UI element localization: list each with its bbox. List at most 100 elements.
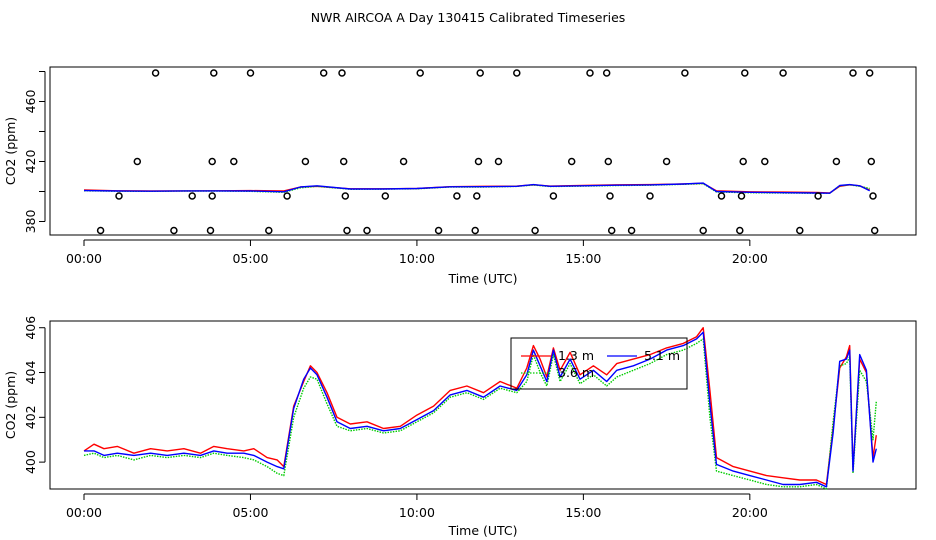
outlier-point: [210, 69, 218, 77]
bot-x-tick-label: 15:00: [565, 505, 601, 520]
top-y-axis: 380 420 460: [23, 71, 46, 234]
bot-x-tick-label: 20:00: [732, 505, 768, 520]
outlier-point: [699, 226, 707, 235]
outlier-point: [513, 69, 521, 77]
outlier-point: [208, 192, 216, 200]
outlier-point: [399, 157, 408, 166]
top-x-tick-label: 15:00: [565, 251, 601, 266]
top-x-axis-label: Time (UTC): [447, 271, 517, 286]
outlier-point: [453, 192, 461, 200]
outlier-point: [230, 157, 238, 166]
outlier-point: [549, 192, 558, 200]
outlier-point: [849, 69, 857, 77]
outlier-point: [471, 226, 479, 235]
outlier-point: [96, 226, 105, 235]
top-series-group: [83, 182, 871, 194]
outlier-point: [646, 192, 654, 200]
outlier-point: [736, 226, 744, 235]
outlier-point: [151, 69, 160, 77]
outlier-point: [319, 69, 328, 77]
outlier-point: [339, 157, 348, 166]
outlier-point: [796, 226, 804, 235]
outlier-point: [832, 157, 841, 166]
bottom-x-axis-label: Time (UTC): [447, 523, 517, 538]
bottom-plot-frame: [49, 320, 917, 490]
top-series-5-1-m: [83, 182, 871, 194]
outlier-point: [341, 192, 350, 200]
outlier-point: [381, 192, 390, 200]
outlier-point: [208, 157, 216, 166]
bot-x-tick-label: 00:00: [66, 505, 102, 520]
bot-series-1-3-m: [83, 327, 877, 486]
top-y-tick-label: 460: [23, 90, 38, 114]
outlier-point: [741, 69, 749, 77]
outlier-point: [814, 192, 822, 200]
outlier-point: [476, 69, 484, 77]
top-panel: 00:00 05:00 10:00 15:00 20:00 380 420 460 Time…: [3, 66, 917, 286]
outlier-point: [115, 192, 123, 200]
outlier-point: [602, 69, 611, 77]
bottom-series-group: [83, 327, 877, 490]
bot-y-tick-label: 402: [23, 405, 38, 429]
outlier-point: [662, 157, 671, 166]
bot-y-tick-label: 404: [23, 361, 38, 385]
top-x-tick-label: 10:00: [399, 251, 435, 266]
outlier-point: [869, 192, 877, 200]
outlier-point: [188, 192, 196, 200]
outlier-point: [739, 157, 747, 166]
top-y-tick-label: 420: [23, 150, 38, 174]
outlier-point: [434, 226, 443, 235]
outlier-point: [567, 157, 576, 166]
outlier-point: [870, 226, 879, 235]
outlier-point: [363, 226, 371, 235]
top-y-axis-label: CO2 (ppm): [3, 117, 18, 185]
outlier-point: [531, 226, 539, 235]
top-x-tick-label: 00:00: [66, 251, 102, 266]
outlier-point: [343, 226, 351, 235]
legend-label-5-1m: 5.1 m: [644, 348, 680, 363]
outlier-point: [606, 192, 614, 200]
bot-x-tick-label: 05:00: [232, 505, 268, 520]
top-outlier-points: [96, 69, 879, 235]
outlier-point: [627, 226, 636, 235]
bottom-y-axis: 400 402 404 406: [23, 316, 46, 474]
outlier-point: [474, 157, 483, 166]
bottom-x-axis: 00:00 05:00 10:00 15:00 20:00: [66, 493, 768, 520]
outlier-point: [717, 192, 726, 200]
outlier-point: [301, 157, 310, 166]
chart-title: NWR AIRCOA A Day 130415 Calibrated Times…: [311, 10, 626, 25]
outlier-point: [206, 226, 215, 235]
bottom-panel: 00:00 05:00 10:00 15:00 20:00 400 402 404 406 1…: [3, 316, 917, 538]
outlier-point: [779, 69, 787, 77]
legend-box: [510, 337, 688, 390]
bottom-y-axis-label: CO2 (ppm): [3, 371, 18, 439]
outlier-point: [133, 157, 142, 166]
outlier-point: [246, 69, 255, 77]
bot-y-tick-label: 406: [23, 316, 38, 340]
top-y-tick-label: 380: [23, 210, 38, 234]
top-x-tick-label: 05:00: [232, 251, 268, 266]
legend-label-1-3m: 1.3 m: [558, 348, 594, 363]
outlier-point: [865, 69, 874, 77]
outlier-point: [338, 69, 346, 77]
legend: 1.3 m 3.6 m 5.1 m: [510, 337, 688, 390]
bot-series-3-6-m: [83, 338, 877, 490]
outlier-point: [265, 226, 273, 235]
bot-series-5-1-m: [84, 331, 877, 488]
top-x-axis: 00:00 05:00 10:00 15:00 20:00: [66, 239, 768, 266]
legend-label-3-6m: 3.6 m: [558, 365, 594, 380]
bot-y-tick-label: 400: [23, 450, 38, 474]
outlier-point: [283, 192, 291, 200]
top-plot-frame: [49, 66, 917, 236]
outlier-point: [737, 192, 746, 200]
outlier-point: [604, 157, 613, 166]
outlier-point: [170, 226, 178, 235]
outlier-point: [867, 157, 876, 166]
outlier-point: [761, 157, 769, 166]
outlier-point: [607, 226, 616, 235]
outlier-point: [473, 192, 481, 200]
outlier-point: [681, 69, 689, 77]
outlier-point: [494, 157, 503, 166]
top-x-tick-label: 20:00: [732, 251, 768, 266]
